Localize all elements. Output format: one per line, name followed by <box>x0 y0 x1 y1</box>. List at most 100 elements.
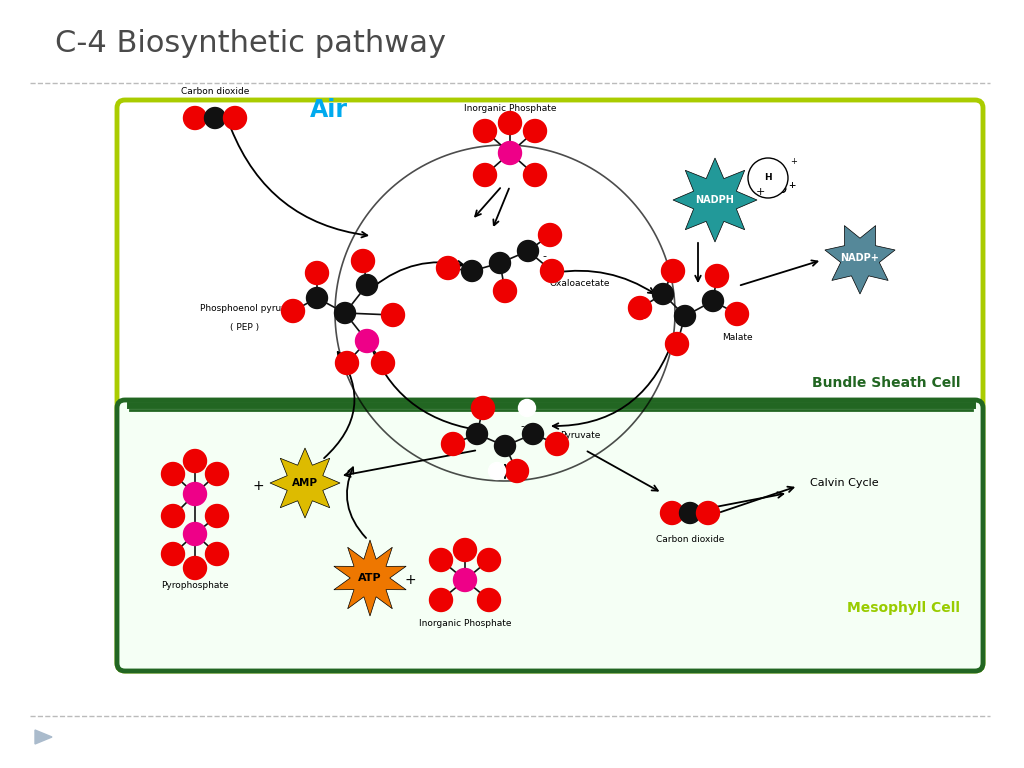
Text: +: + <box>756 187 765 197</box>
Circle shape <box>702 290 724 312</box>
Circle shape <box>454 538 476 561</box>
Circle shape <box>523 120 547 143</box>
Text: Pyrophosphate: Pyrophosphate <box>161 581 228 591</box>
Text: ATP: ATP <box>358 573 382 583</box>
Text: Air: Air <box>310 98 348 122</box>
Circle shape <box>206 462 228 485</box>
Polygon shape <box>270 448 340 518</box>
Circle shape <box>306 287 328 309</box>
Text: -: - <box>319 275 324 285</box>
Circle shape <box>694 336 712 353</box>
Circle shape <box>499 111 521 134</box>
Circle shape <box>506 459 528 482</box>
Circle shape <box>483 227 501 243</box>
Circle shape <box>662 260 684 283</box>
Circle shape <box>462 260 482 282</box>
Circle shape <box>351 250 375 273</box>
Circle shape <box>336 352 358 375</box>
Polygon shape <box>673 158 757 242</box>
Circle shape <box>513 220 530 237</box>
Circle shape <box>494 280 516 303</box>
Text: Mesophyll Cell: Mesophyll Cell <box>847 601 961 615</box>
Circle shape <box>467 423 487 445</box>
Text: AMP: AMP <box>292 478 318 488</box>
Circle shape <box>305 261 329 284</box>
Text: -: - <box>520 421 524 431</box>
Circle shape <box>539 223 561 247</box>
Circle shape <box>523 164 547 187</box>
Circle shape <box>436 257 460 280</box>
Circle shape <box>652 283 674 304</box>
FancyBboxPatch shape <box>117 400 983 671</box>
Circle shape <box>382 303 404 326</box>
Circle shape <box>471 396 495 419</box>
Circle shape <box>454 568 476 591</box>
Circle shape <box>205 108 225 128</box>
Circle shape <box>495 435 515 456</box>
Circle shape <box>355 329 379 353</box>
Circle shape <box>488 462 506 479</box>
Circle shape <box>441 432 465 455</box>
Text: -: - <box>542 251 546 261</box>
Circle shape <box>680 502 700 524</box>
Circle shape <box>546 432 568 455</box>
Text: C-4 Biosynthetic pathway: C-4 Biosynthetic pathway <box>55 28 446 58</box>
Text: Phosphoenol pyruvate: Phosphoenol pyruvate <box>200 303 301 313</box>
Circle shape <box>223 107 247 130</box>
Polygon shape <box>334 540 407 616</box>
Text: Malate: Malate <box>722 333 753 343</box>
Circle shape <box>748 158 788 198</box>
Text: +: + <box>790 157 797 166</box>
Text: Carbon dioxide: Carbon dioxide <box>181 87 249 96</box>
Circle shape <box>489 253 511 273</box>
Text: ( PEP ): ( PEP ) <box>230 323 259 333</box>
Circle shape <box>666 333 688 356</box>
Circle shape <box>499 141 521 164</box>
Circle shape <box>162 462 184 485</box>
Circle shape <box>522 423 544 445</box>
Circle shape <box>473 164 497 187</box>
Circle shape <box>183 522 207 545</box>
Text: Oxaloacetate: Oxaloacetate <box>550 279 610 287</box>
Circle shape <box>477 588 501 611</box>
Text: NADP+: NADP+ <box>841 253 880 263</box>
Text: -: - <box>705 298 709 308</box>
Circle shape <box>629 296 651 319</box>
Text: + ⊕$^+$: + ⊕$^+$ <box>762 182 797 197</box>
Circle shape <box>517 240 539 261</box>
Circle shape <box>206 542 228 565</box>
Circle shape <box>162 505 184 528</box>
FancyBboxPatch shape <box>117 100 983 671</box>
Circle shape <box>335 303 355 323</box>
Text: Inorganic Phosphate: Inorganic Phosphate <box>419 618 511 627</box>
Circle shape <box>162 542 184 565</box>
Text: NADPH: NADPH <box>695 195 734 205</box>
Text: Inorganic Phosphate: Inorganic Phosphate <box>464 104 556 113</box>
Circle shape <box>518 399 536 416</box>
Circle shape <box>706 264 728 287</box>
Circle shape <box>356 274 378 296</box>
Circle shape <box>725 303 749 326</box>
Circle shape <box>541 260 563 283</box>
Polygon shape <box>35 730 52 744</box>
Circle shape <box>429 588 453 611</box>
Circle shape <box>660 502 683 525</box>
Circle shape <box>183 107 207 130</box>
Circle shape <box>183 482 207 505</box>
Text: Calvin Cycle: Calvin Cycle <box>810 478 879 488</box>
Text: +: + <box>404 573 416 587</box>
Text: Carbon dioxide: Carbon dioxide <box>655 535 724 545</box>
Text: Bundle Sheath Cell: Bundle Sheath Cell <box>811 376 961 390</box>
Text: +: + <box>252 479 264 493</box>
Circle shape <box>696 502 720 525</box>
Circle shape <box>282 300 304 323</box>
Circle shape <box>675 306 695 326</box>
Text: H: H <box>764 174 772 183</box>
Text: + $\oplus^+$: + $\oplus^+$ <box>762 182 797 197</box>
Circle shape <box>372 352 394 375</box>
Text: Pyruvate: Pyruvate <box>560 432 600 441</box>
Circle shape <box>639 319 655 336</box>
Circle shape <box>429 548 453 571</box>
Circle shape <box>206 505 228 528</box>
Circle shape <box>473 120 497 143</box>
